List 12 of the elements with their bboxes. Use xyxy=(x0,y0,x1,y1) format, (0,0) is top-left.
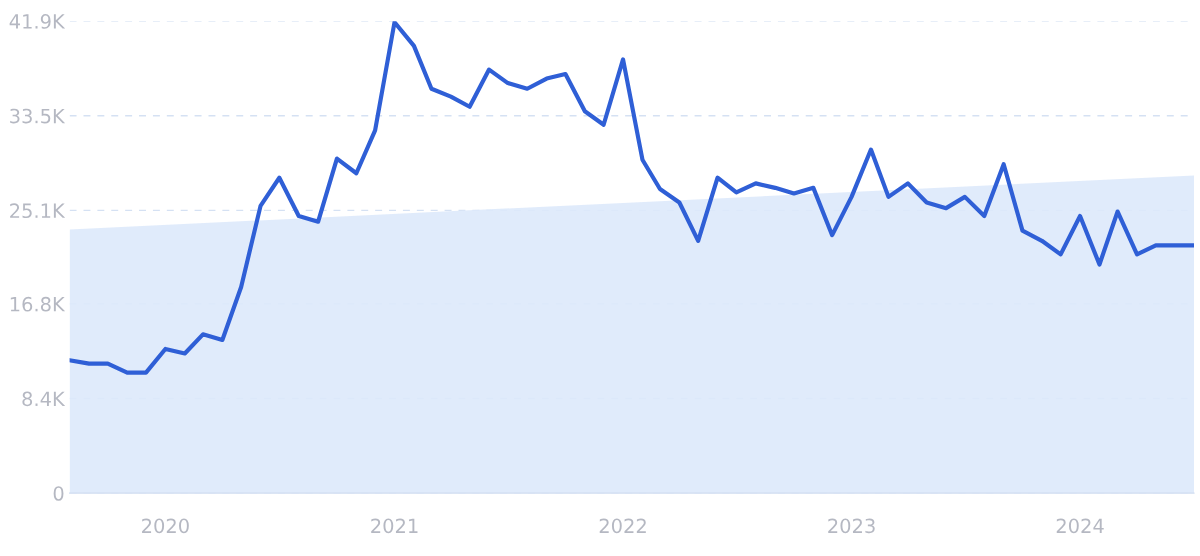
line-series xyxy=(69,21,1194,375)
x-tick-label: 2022 xyxy=(599,518,646,534)
y-tick-label: 0 xyxy=(53,486,64,501)
y-tick-label: 33.5K xyxy=(10,108,66,124)
x-tick-label: 2021 xyxy=(371,518,418,534)
x-tick-label: 2020 xyxy=(142,518,189,534)
x-tick-label: 2023 xyxy=(828,518,875,534)
y-tick-label: 16.8K xyxy=(10,296,66,312)
y-tick-label: 41.9K xyxy=(9,14,66,29)
y-tick-label: 25.1K xyxy=(10,203,66,219)
y-tick-label: 8.4K xyxy=(22,391,66,407)
x-tick-label: 2024 xyxy=(1056,518,1104,534)
